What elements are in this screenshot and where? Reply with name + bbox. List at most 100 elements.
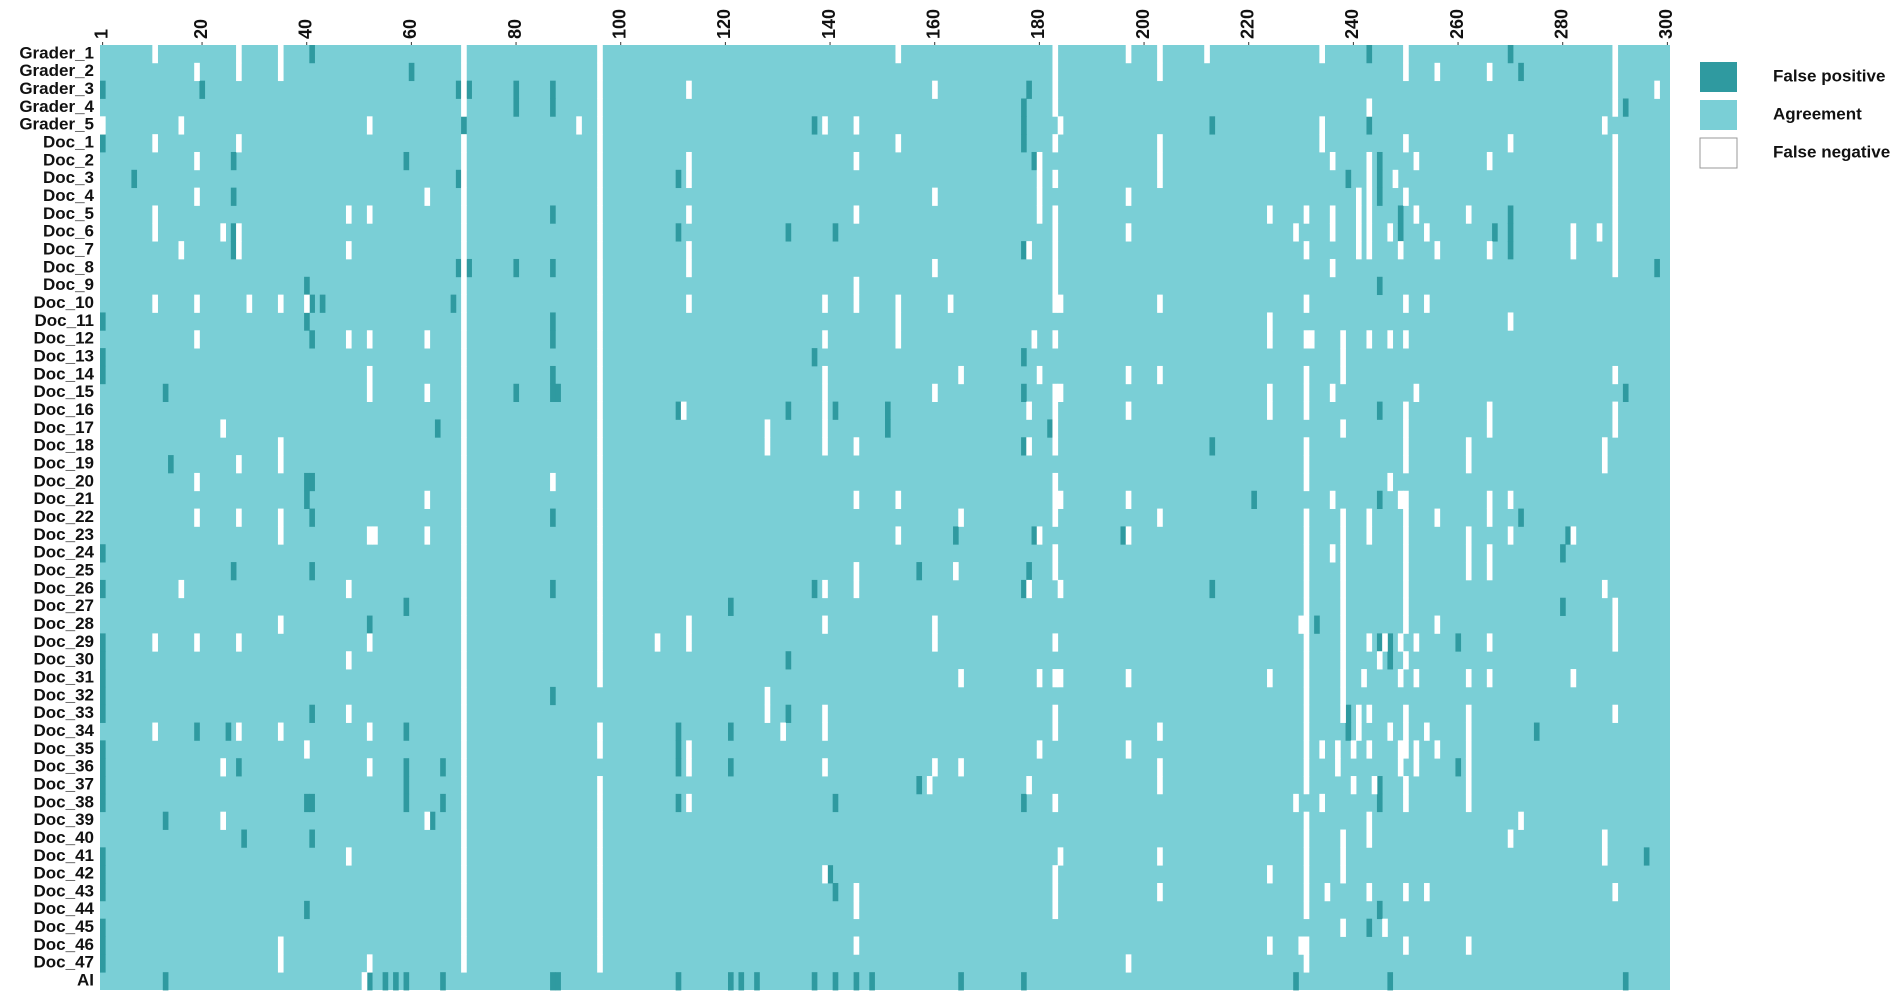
cell — [1465, 437, 1472, 456]
cell — [304, 793, 310, 813]
cell — [461, 383, 467, 403]
cell — [686, 258, 692, 278]
cell — [1340, 669, 1346, 688]
cell — [461, 348, 467, 367]
cell — [654, 633, 661, 652]
cell — [1319, 740, 1325, 759]
cell — [675, 722, 682, 741]
cell — [100, 116, 106, 135]
cell — [1052, 401, 1059, 420]
cell — [366, 330, 373, 349]
cell — [366, 365, 373, 385]
cell — [461, 419, 467, 438]
y-label: Doc_13 — [34, 347, 94, 366]
cell — [461, 258, 467, 278]
cell — [230, 223, 237, 242]
cell — [550, 508, 556, 527]
cell — [1465, 455, 1472, 474]
cell — [1319, 116, 1325, 135]
cell — [1403, 419, 1409, 438]
cell — [675, 972, 682, 991]
cell — [461, 776, 467, 795]
cell — [597, 455, 603, 474]
cell — [550, 383, 556, 403]
cell — [461, 615, 467, 634]
y-label: Doc_16 — [34, 400, 94, 419]
cell — [1057, 383, 1064, 403]
cell — [345, 579, 352, 599]
cell — [1403, 401, 1409, 420]
cell — [1397, 490, 1404, 509]
cell — [550, 98, 556, 117]
cell — [1507, 312, 1514, 331]
cell — [785, 651, 792, 670]
cell — [1382, 633, 1388, 652]
cell — [304, 740, 310, 759]
cell — [1345, 169, 1352, 189]
cell — [461, 704, 467, 723]
cell — [366, 758, 373, 777]
cell — [1303, 294, 1310, 313]
cell — [1397, 205, 1404, 224]
cell — [555, 383, 561, 403]
cell — [1403, 526, 1409, 545]
cell — [1267, 383, 1273, 403]
cell — [822, 437, 828, 456]
cell — [1031, 526, 1038, 545]
cell — [1413, 633, 1420, 652]
cell — [822, 116, 828, 135]
cell — [309, 829, 315, 848]
cell — [1612, 883, 1619, 902]
cell — [1387, 722, 1394, 741]
x-tick-label: 180 — [1028, 9, 1048, 39]
cell — [1303, 758, 1310, 777]
cell — [513, 80, 520, 99]
cell — [1356, 722, 1362, 741]
cell — [1392, 169, 1399, 189]
cell — [1465, 776, 1472, 795]
cell — [1303, 544, 1310, 563]
cell — [466, 258, 472, 278]
cell — [1376, 793, 1383, 813]
cell — [1403, 936, 1409, 955]
cell — [597, 740, 603, 759]
cell — [1612, 80, 1619, 99]
cell — [764, 419, 771, 438]
cell — [461, 579, 467, 599]
cell — [100, 686, 106, 706]
cell — [728, 972, 734, 991]
y-label: Doc_24 — [34, 543, 95, 562]
cell — [1376, 169, 1383, 189]
cell — [953, 526, 959, 545]
cell — [1031, 151, 1038, 171]
cell — [309, 45, 315, 64]
legend-swatch — [1700, 62, 1737, 92]
cell — [1267, 312, 1273, 331]
cell — [1465, 526, 1472, 545]
cell — [1340, 865, 1346, 884]
cell — [597, 401, 603, 420]
cell — [1052, 865, 1059, 884]
cell — [1486, 241, 1493, 260]
cell — [403, 597, 410, 616]
cell — [1052, 562, 1059, 581]
cell — [1366, 241, 1373, 260]
y-label: Doc_41 — [34, 846, 94, 865]
x-tick-label: 80 — [505, 19, 525, 39]
cell — [832, 401, 839, 420]
cell — [309, 793, 315, 813]
cell — [597, 169, 603, 189]
cell — [1303, 847, 1310, 866]
cell — [361, 972, 368, 991]
cell — [1356, 205, 1362, 224]
cell — [1643, 847, 1650, 866]
cell — [1052, 258, 1059, 278]
cell — [100, 633, 106, 652]
cell — [822, 758, 828, 777]
cell — [424, 187, 431, 206]
cell — [236, 62, 242, 82]
cell — [597, 98, 603, 117]
cell — [403, 758, 410, 777]
cell — [1403, 776, 1409, 795]
cell — [597, 258, 603, 278]
